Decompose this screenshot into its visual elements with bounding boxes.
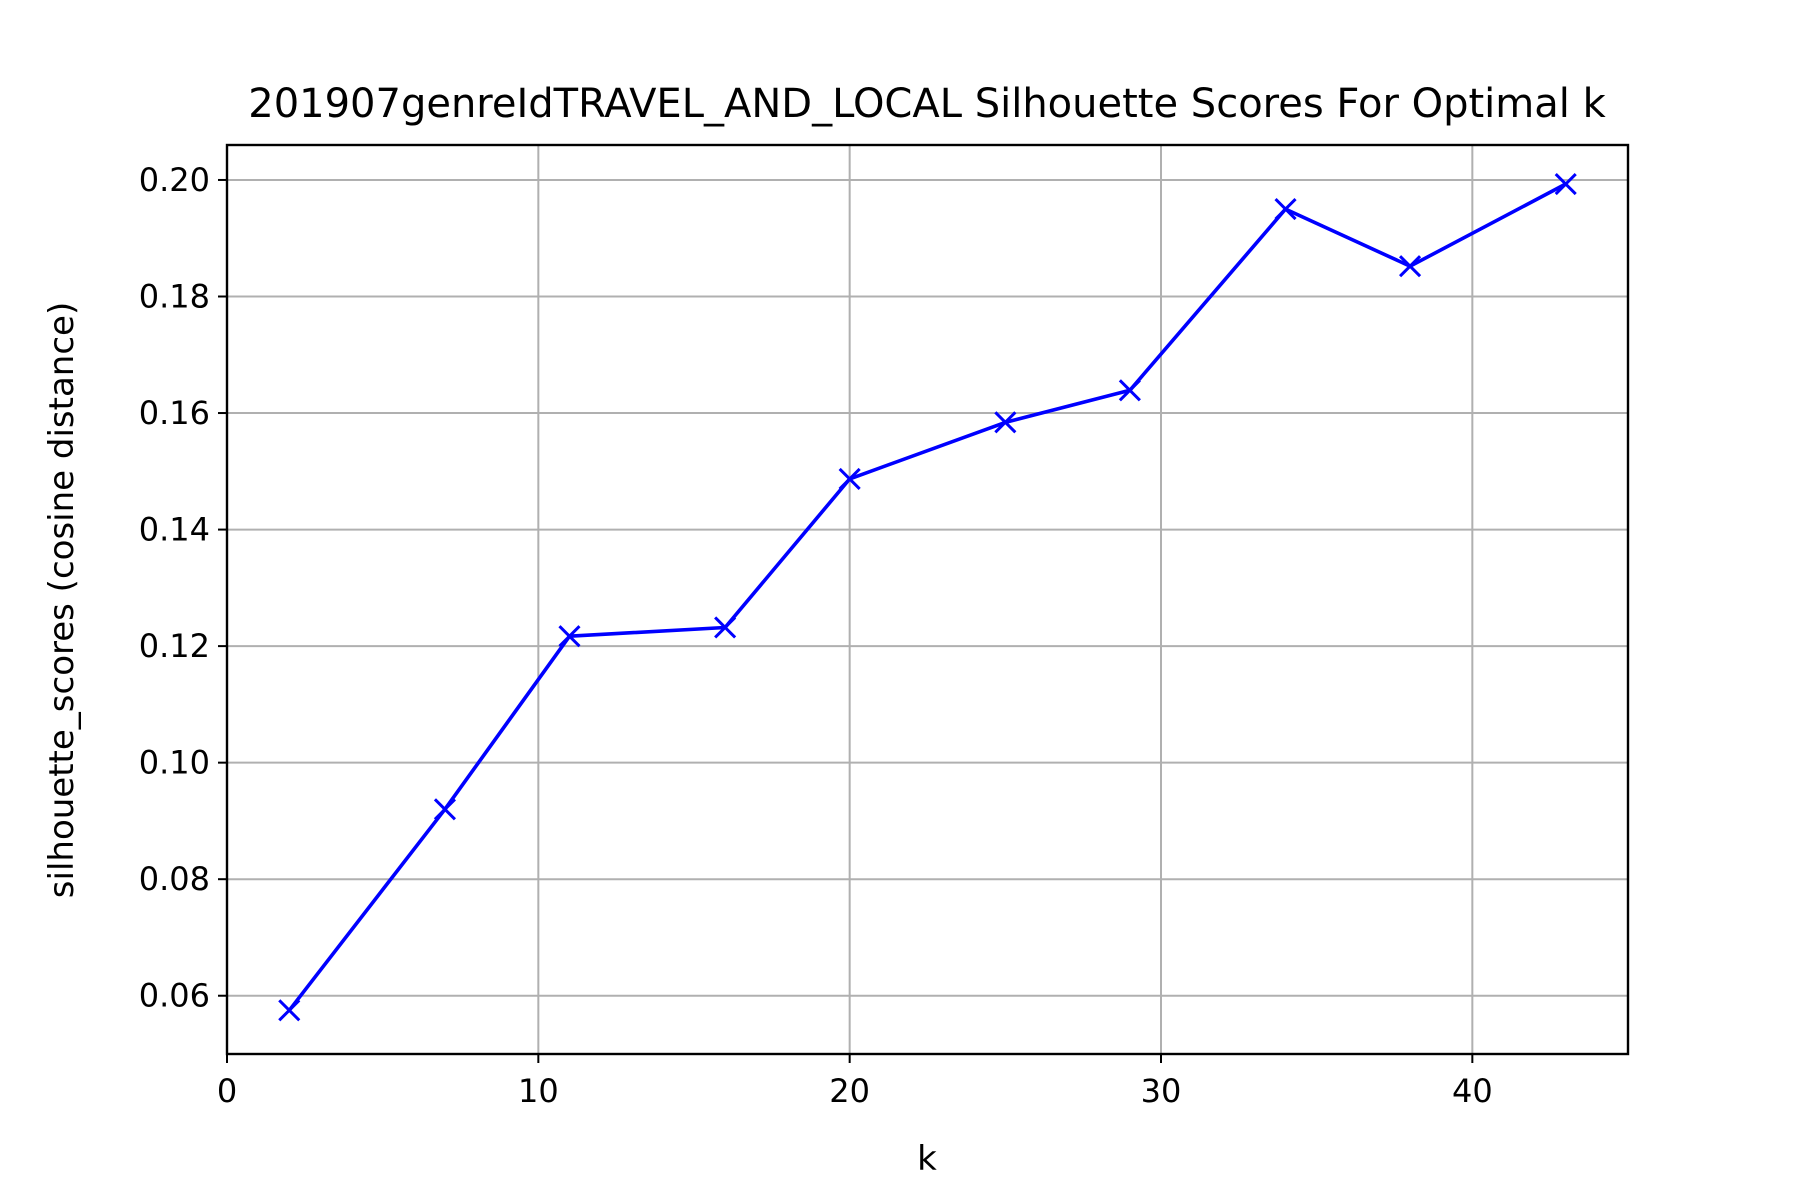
axis-ticks: 0 10 20 30 40 0.06 0.08 0.10 0.12 0.14 0.16 0.18 0.2…: [139, 161, 1493, 1110]
data-point-marker: [1118, 379, 1141, 402]
series-layer: [278, 172, 1577, 1022]
y-tick-label: 0.18: [139, 278, 210, 316]
x-tick-label: 30: [1141, 1072, 1182, 1110]
chart-title: 201907genreIdTRAVEL_AND_LOCAL Silhouette…: [248, 81, 1606, 127]
x-tick-label: 20: [829, 1072, 870, 1110]
x-tick-label: 40: [1452, 1072, 1493, 1110]
x-axis-label: k: [917, 1139, 937, 1179]
y-tick-label: 0.08: [139, 860, 210, 898]
plot-frame: [225, 143, 1630, 1056]
data-point-marker: [1554, 172, 1577, 196]
y-tick-label: 0.10: [139, 744, 210, 782]
x-tick-label: 10: [518, 1072, 559, 1110]
y-axis-label: silhouette_scores (cosine distance): [42, 302, 82, 898]
data-point-marker: [838, 467, 861, 490]
data-point-marker: [558, 625, 581, 648]
y-tick-label: 0.12: [139, 627, 210, 665]
y-tick-label: 0.14: [139, 511, 210, 549]
data-point-marker: [1399, 255, 1422, 278]
data-point-marker: [1274, 198, 1297, 221]
y-tick-label: 0.20: [139, 161, 210, 199]
y-tick-label: 0.16: [139, 394, 210, 432]
x-tick-label: 0: [217, 1072, 237, 1110]
series-line: [287, 182, 1567, 1012]
grid-lines: [226, 145, 1628, 1054]
data-point-marker: [994, 411, 1017, 434]
data-point-marker: [714, 616, 737, 639]
data-point-marker: [433, 798, 456, 821]
y-tick-label: 0.06: [139, 977, 210, 1015]
data-point-marker: [278, 999, 301, 1022]
